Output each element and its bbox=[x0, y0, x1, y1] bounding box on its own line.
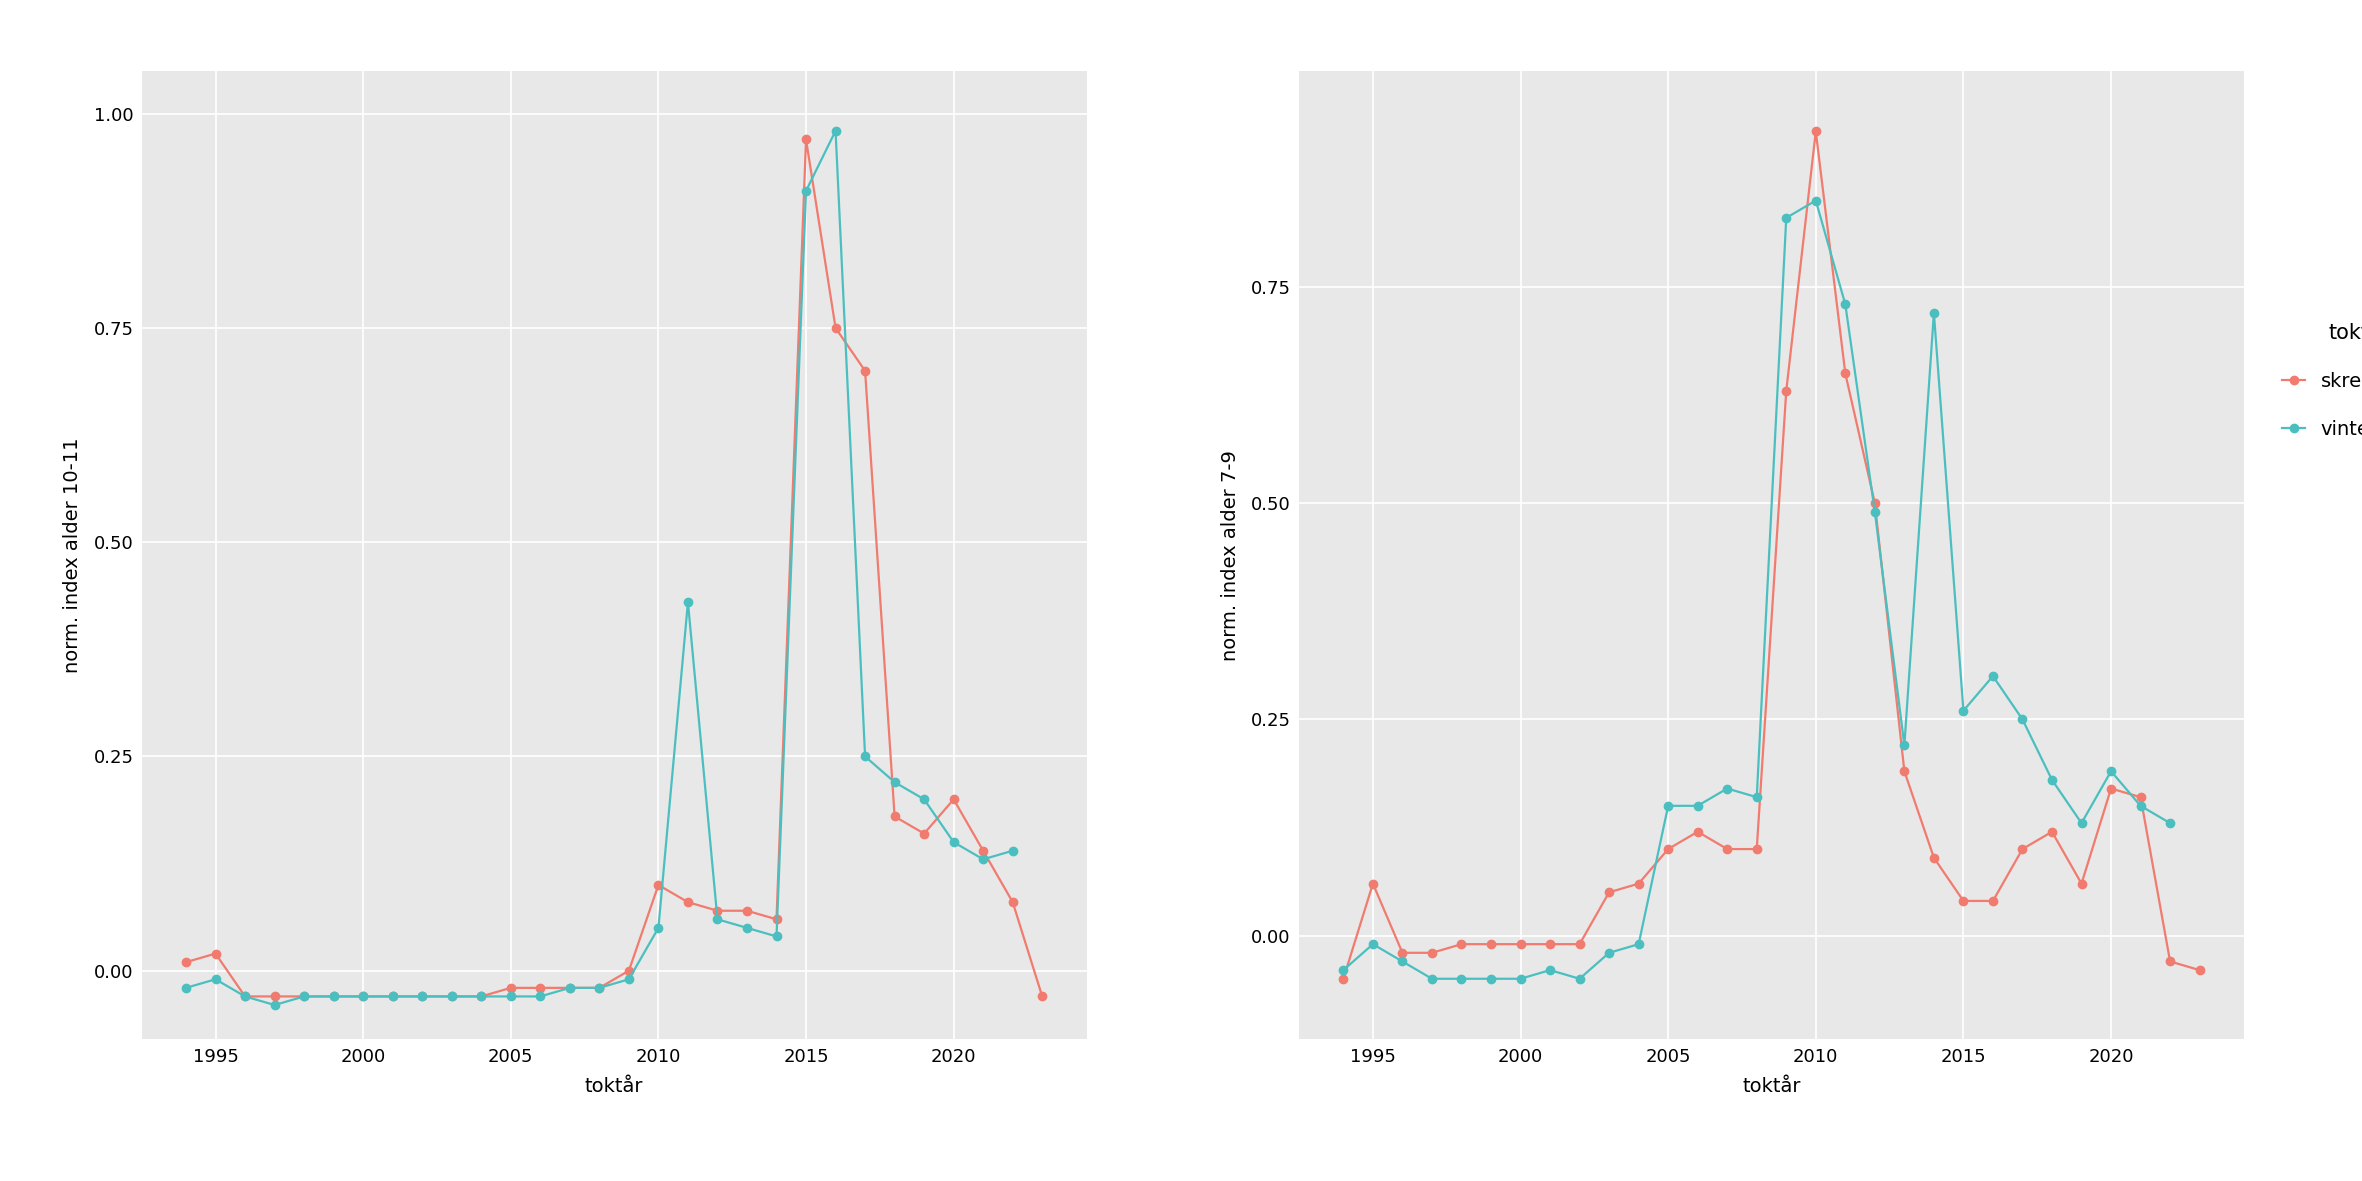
X-axis label: toktår: toktår bbox=[586, 1077, 642, 1096]
Y-axis label: norm. index alder 7-9: norm. index alder 7-9 bbox=[1221, 450, 1240, 660]
Y-axis label: norm. index alder 10-11: norm. index alder 10-11 bbox=[64, 437, 83, 673]
X-axis label: toktår: toktår bbox=[1743, 1077, 1800, 1096]
Legend: skreitokt, vintertokt: skreitokt, vintertokt bbox=[2282, 322, 2362, 439]
